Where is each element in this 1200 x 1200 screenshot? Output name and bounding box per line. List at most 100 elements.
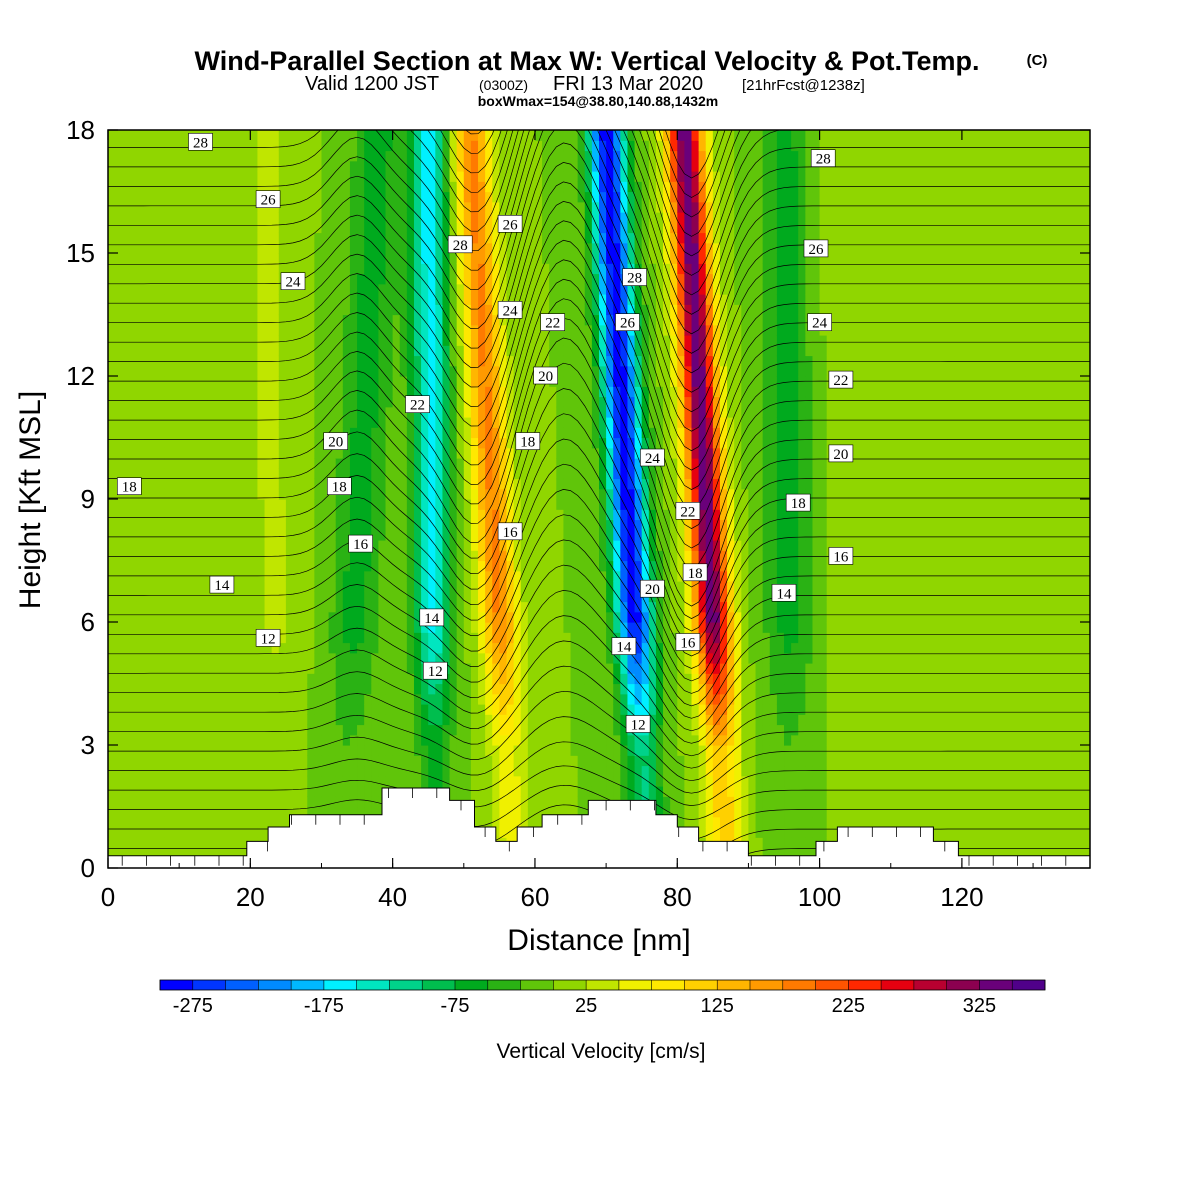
field-cell xyxy=(307,734,315,746)
field-cell xyxy=(143,335,152,346)
field-cell xyxy=(520,304,529,316)
field-cell xyxy=(506,560,515,572)
field-cell xyxy=(542,724,550,736)
field-cell xyxy=(385,734,394,746)
field-cell xyxy=(122,796,130,808)
field-cell xyxy=(385,714,394,726)
field-cell xyxy=(285,130,294,141)
field-cell xyxy=(364,283,372,295)
field-cell xyxy=(278,570,287,582)
field-cell xyxy=(527,806,536,818)
field-cell xyxy=(250,673,259,685)
field-cell xyxy=(527,755,536,767)
field-cell xyxy=(399,622,408,633)
field-cell xyxy=(285,755,294,767)
field-cell xyxy=(257,171,266,182)
field-cell xyxy=(520,201,529,213)
field-cell xyxy=(321,796,330,808)
field-cell xyxy=(556,591,565,603)
field-cell xyxy=(342,232,351,244)
field-cell xyxy=(200,622,209,633)
field-cell xyxy=(200,447,209,459)
field-cell xyxy=(243,478,251,490)
field-cell xyxy=(122,724,130,736)
field-cell xyxy=(257,611,266,623)
field-cell xyxy=(193,683,202,695)
field-cell xyxy=(321,499,330,510)
field-cell xyxy=(257,622,266,633)
field-cell xyxy=(307,386,315,398)
field-cell xyxy=(108,345,116,357)
field-cell xyxy=(371,704,380,715)
field-cell xyxy=(364,796,372,808)
field-cell xyxy=(463,509,472,521)
field-cell xyxy=(335,663,344,674)
field-cell xyxy=(285,806,294,818)
field-cell xyxy=(193,437,202,449)
field-cell xyxy=(115,601,123,613)
field-cell xyxy=(599,724,607,736)
field-cell xyxy=(157,509,166,521)
field-cell xyxy=(179,488,187,500)
field-cell xyxy=(534,642,543,654)
field-cell xyxy=(221,745,230,756)
field-cell xyxy=(549,488,557,500)
field-cell xyxy=(285,222,294,234)
field-cell xyxy=(513,376,522,387)
field-cell xyxy=(542,417,550,428)
field-cell xyxy=(136,591,145,603)
field-cell xyxy=(278,601,287,613)
field-cell xyxy=(314,406,323,418)
field-cell xyxy=(577,570,586,582)
field-cell xyxy=(342,201,351,213)
field-cell xyxy=(527,611,536,623)
field-cell xyxy=(200,611,209,623)
field-cell xyxy=(129,509,138,521)
field-cell xyxy=(129,386,138,398)
field-cell xyxy=(236,324,244,336)
field-cell xyxy=(236,160,244,172)
field-cell xyxy=(520,550,529,562)
field-cell xyxy=(342,714,351,726)
field-cell xyxy=(449,376,458,387)
field-cell xyxy=(591,253,600,264)
field-cell xyxy=(570,406,579,418)
field-cell xyxy=(200,468,209,480)
field-cell xyxy=(499,827,508,838)
field-cell xyxy=(378,529,387,541)
field-cell xyxy=(221,130,230,141)
field-cell xyxy=(470,355,479,367)
field-cell xyxy=(413,591,422,603)
field-cell xyxy=(392,160,401,172)
field-cell xyxy=(207,611,216,623)
field-cell xyxy=(506,468,515,480)
field-cell xyxy=(349,632,358,644)
field-cell xyxy=(421,355,429,367)
field-cell xyxy=(399,734,408,746)
field-cell xyxy=(349,335,358,346)
field-cell xyxy=(542,345,550,357)
field-cell xyxy=(157,212,166,223)
field-cell xyxy=(214,652,223,664)
field-cell xyxy=(228,693,237,705)
field-cell xyxy=(435,396,444,408)
field-cell xyxy=(549,601,557,613)
field-cell xyxy=(236,150,244,162)
field-cell xyxy=(378,201,387,213)
field-cell xyxy=(143,324,152,336)
field-cell xyxy=(506,294,515,305)
field-cell xyxy=(221,140,230,152)
field-cell xyxy=(143,693,152,705)
field-cell xyxy=(207,355,216,367)
field-cell xyxy=(392,652,401,664)
field-cell xyxy=(442,140,451,152)
field-cell xyxy=(328,509,337,521)
field-cell xyxy=(278,499,287,510)
field-cell xyxy=(478,591,486,603)
field-cell xyxy=(300,437,308,449)
field-cell xyxy=(513,140,522,152)
field-cell xyxy=(506,611,515,623)
field-cell xyxy=(534,478,543,490)
field-cell xyxy=(314,458,323,469)
field-cell xyxy=(179,386,187,398)
